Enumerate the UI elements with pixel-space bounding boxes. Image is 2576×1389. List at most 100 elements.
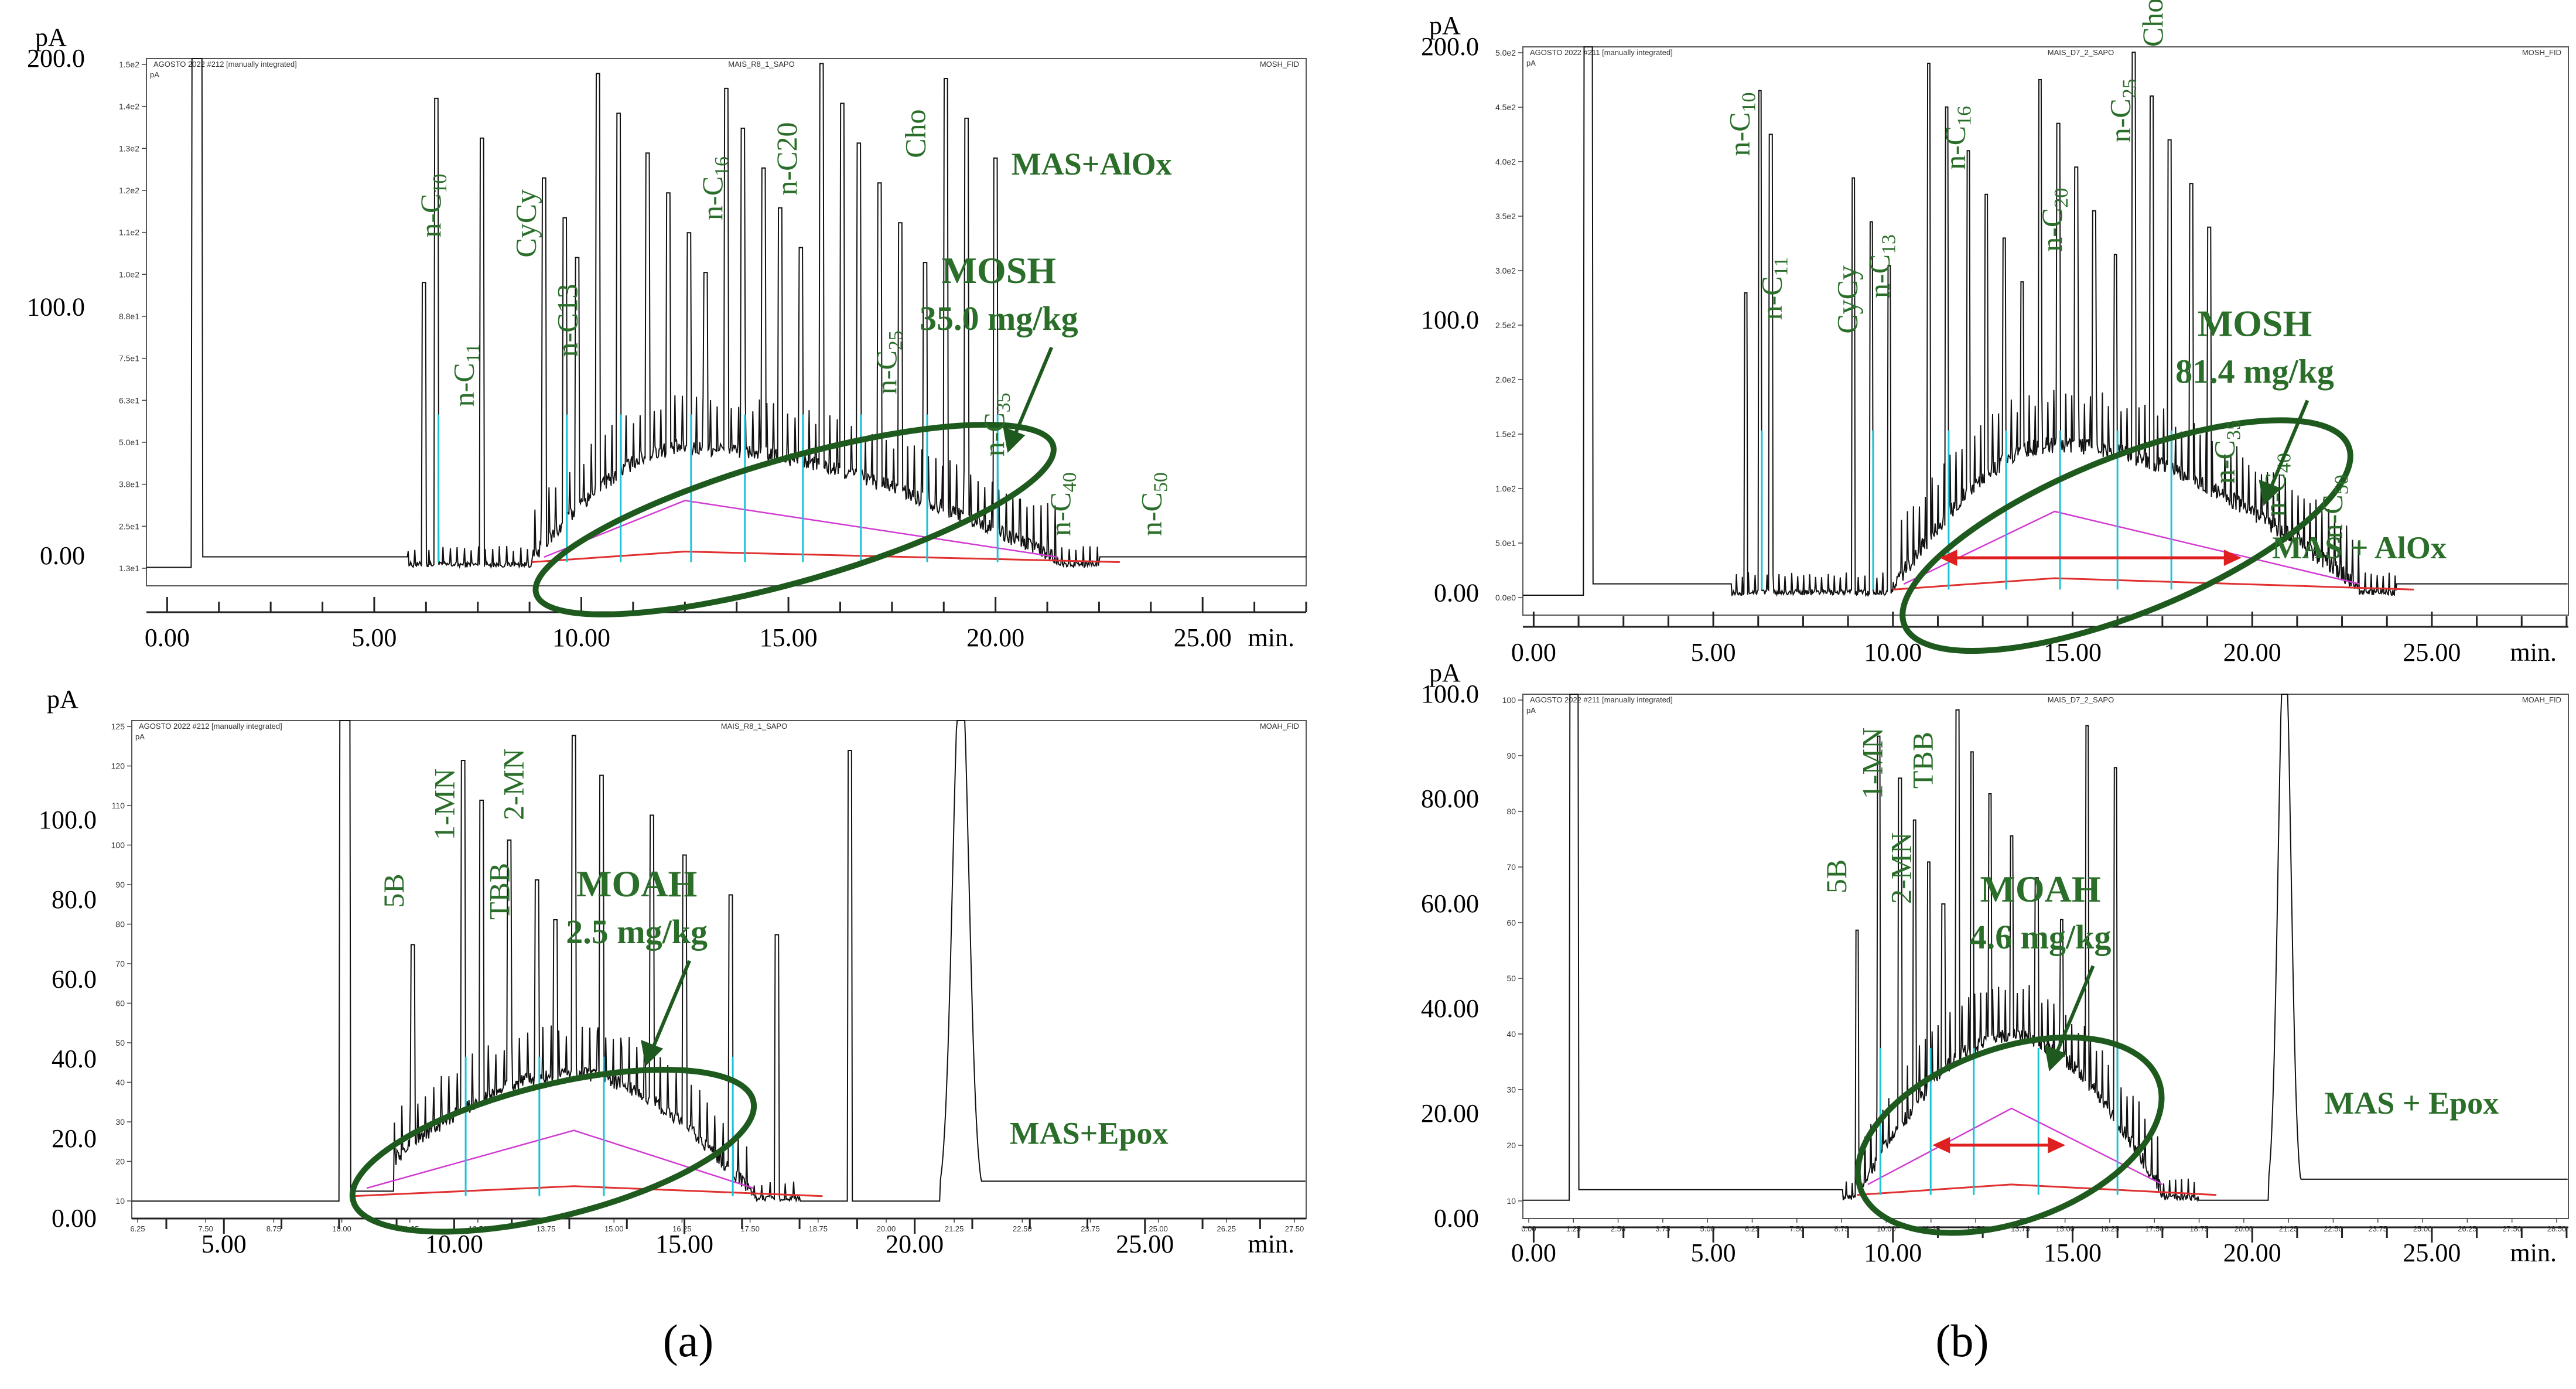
quant-value: 35.0 mg/kg [920, 299, 1078, 337]
x-tick-label: 5.00 [1691, 638, 1736, 667]
header-unit: pA [1526, 706, 1536, 715]
peak-label-subscript: 20 [2051, 188, 2072, 208]
x-tick-label: 20.00 [886, 1230, 944, 1258]
caption-b: (b) [1936, 1315, 1989, 1366]
sample-label: MAS+AlOx [1012, 146, 1172, 182]
inner-x-tick-label: 27.50 [2502, 1224, 2522, 1233]
inner-x-tick-label: 28.50 [2547, 1224, 2567, 1233]
peak-label: n-C11 [447, 344, 484, 407]
inner-y-tick-label: 1.3e2 [119, 144, 139, 153]
peak-label-name: n-C13 [551, 284, 583, 357]
peak-label-name: 5B [377, 873, 410, 907]
sample-label: MAS + Epox [2324, 1086, 2499, 1121]
chart-header: AGOSTO 2022 #211 [manually integrated] MA… [1526, 695, 2561, 715]
plot-frame [1522, 694, 2569, 1219]
peak-label: TBB [483, 863, 516, 920]
peak-label-name: n-C [1863, 254, 1896, 298]
y-tick-label: 100.0 [27, 293, 85, 322]
inner-y-tick-label: 30 [1506, 1085, 1516, 1094]
peak-label-name: n-C [1938, 126, 1971, 170]
peak-label: n-C25 [870, 330, 907, 394]
peak-label-name: n-C [2104, 98, 2137, 142]
inner-x-tick-label: 17.50 [740, 1224, 760, 1233]
peak-label-name: TBB [483, 863, 516, 920]
header-center: MAIS_R8_1_SAPO [721, 722, 787, 731]
peak-label: 5B [1820, 859, 1853, 893]
range-arrow-head-right [2048, 1137, 2066, 1153]
x-tick-label: 20.00 [2223, 1238, 2281, 1267]
peak-label-name: n-C20 [770, 122, 803, 195]
quant-pointer-head [641, 1040, 664, 1066]
inner-x-tick-label: 13.75 [537, 1224, 556, 1233]
x-tick-label: 15.00 [655, 1230, 713, 1258]
chart-b-bottom: AGOSTO 2022 #211 [manually integrated] MA… [1421, 658, 2569, 1267]
inner-x-tick-label: 20.00 [877, 1224, 896, 1233]
inner-x-tick-label: 16.25 [672, 1224, 692, 1233]
peak-label-subscript: 25 [885, 330, 907, 350]
peak-label-name: n-C [2208, 440, 2241, 484]
peak-label: Cho [2136, 0, 2169, 47]
peak-label-subscript: 35 [993, 393, 1014, 412]
x-tick-label: 15.00 [760, 623, 818, 652]
inner-y-tick-label: 120 [111, 762, 125, 771]
peak-label-subscript: 50 [2331, 475, 2353, 494]
header-right: MOSH_FID [1260, 60, 1299, 69]
inner-x-tick-label: 20.00 [2235, 1224, 2254, 1233]
peak-label-name: n-C [1044, 492, 1077, 536]
peak-label-subscript: 25 [2119, 79, 2141, 98]
y-unit-label: pA [1429, 11, 1461, 40]
inner-y-tick-label: 0.0e0 [1495, 593, 1516, 602]
caption-a: (a) [663, 1315, 714, 1366]
x-tick-label: 10.00 [552, 623, 610, 652]
chromatogram-trace [1523, 694, 2568, 1203]
inner-y-tick-label: 1.1e2 [119, 228, 139, 237]
quant-title: MOSH [942, 250, 1057, 291]
peak-label: n-C16 [696, 156, 733, 220]
inner-y-tick-label: 4.5e2 [1495, 103, 1516, 112]
peak-label: 2-MN [1884, 832, 1917, 904]
inner-x-tick-label: 8.75 [1834, 1224, 1849, 1233]
integration-baseline [353, 1185, 823, 1197]
x-axis-label: min. [1248, 623, 1294, 652]
chromatogram-trace [146, 58, 1306, 569]
range-arrow-head-right [2223, 550, 2242, 566]
inner-y-tick-label: 1.2e2 [119, 186, 139, 195]
x-tick-label: 25.00 [2403, 1238, 2461, 1267]
x-tick-label: 20.00 [966, 623, 1024, 652]
inner-y-tick-label: 1.0e2 [119, 269, 139, 279]
quant-pointer-line [2267, 400, 2309, 492]
peak-label: 5B [377, 873, 410, 907]
inner-y-tick-label: 1.5e2 [1495, 429, 1516, 439]
peak-label-name: 1-MN [428, 769, 460, 840]
x-tick-label: 25.00 [1174, 623, 1232, 652]
plot-frame [146, 58, 1307, 586]
peak-label-name: n-C [2035, 208, 2068, 252]
y-tick-label: 200.0 [1421, 32, 1479, 61]
quant-pointer-head [2044, 1045, 2067, 1071]
y-tick-label: 0.00 [40, 541, 85, 570]
peak-label: n-C13 [551, 284, 583, 357]
y-tick-label: 200.0 [27, 44, 85, 73]
x-axis-label: min. [1248, 1230, 1294, 1258]
peak-label-name: n-C [2316, 494, 2349, 538]
integration-baseline [1857, 1183, 2216, 1196]
peak-label: n-C20 [770, 122, 803, 195]
peak-label-subscript: 16 [711, 156, 733, 176]
peak-label-subscript: 11 [1771, 257, 1792, 277]
inner-y-tick-label: 50 [115, 1038, 125, 1047]
peak-label: n-C35 [2208, 420, 2245, 484]
peak-label-subscript: 10 [1738, 93, 1760, 112]
inner-y-tick-label: 30 [115, 1117, 125, 1127]
chart-a-bottom: AGOSTO 2022 #212 [manually integrated] MA… [39, 685, 1307, 1258]
peak-label: n-C50 [2316, 475, 2353, 538]
quant-title: MOSH [2198, 303, 2312, 344]
inner-y-tick-label: 2.5e2 [1495, 320, 1516, 330]
x-tick-label: 5.00 [201, 1230, 247, 1258]
inner-x-tick-label: 8.75 [267, 1224, 281, 1233]
inner-y-tick-label: 60 [1506, 918, 1516, 927]
inner-x-tick-label: 7.50 [199, 1224, 213, 1233]
inner-y-tick-label: 80 [1506, 807, 1516, 816]
peak-label: 1-MN [1856, 728, 1888, 799]
y-tick-label: 0.00 [1434, 579, 1479, 608]
